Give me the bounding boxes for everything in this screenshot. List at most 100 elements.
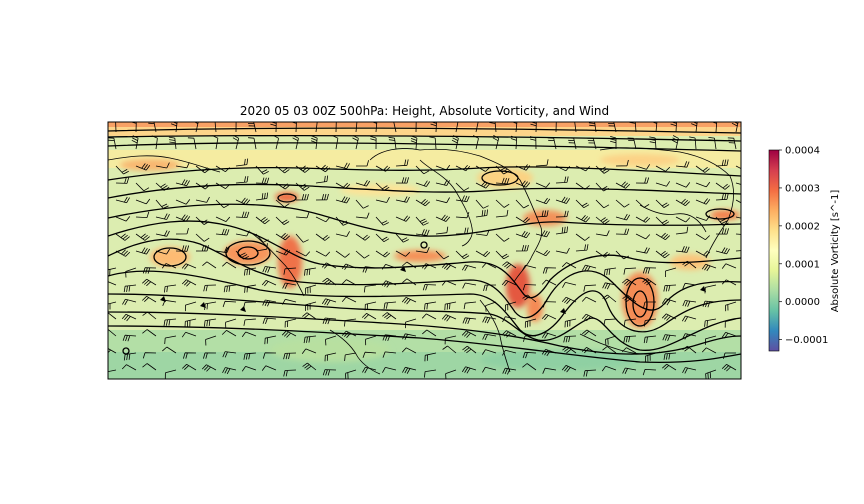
wind-barb — [501, 279, 517, 287]
wind-barb — [695, 250, 711, 257]
contour-marker — [160, 296, 166, 302]
wind-barb — [195, 233, 210, 242]
contour-marker — [240, 306, 246, 312]
wind-barb — [715, 228, 729, 235]
wind-barb — [481, 349, 497, 355]
wind-barb — [402, 366, 417, 374]
wind-barb — [315, 250, 331, 257]
colorbar-ticks: 0.0004 0.0003 0.0002 0.0001 0.0000 −0.0001 — [779, 146, 828, 346]
wind-barb — [682, 333, 697, 340]
wind-barb — [295, 182, 310, 191]
wind-barb — [555, 176, 569, 184]
wind-barb — [155, 230, 170, 237]
wind-barb — [395, 177, 409, 184]
wind-barb — [375, 165, 391, 172]
wind-barb — [108, 301, 117, 311]
wind-barb — [108, 369, 117, 373]
wind-barb — [415, 216, 429, 226]
wind-barb — [255, 165, 269, 175]
wind-barb — [292, 135, 299, 150]
wind-barb — [201, 364, 217, 372]
contour-marker — [560, 308, 566, 314]
wind-barb — [108, 348, 117, 354]
height-contour — [108, 325, 741, 364]
wind-barb — [275, 216, 290, 225]
map-area — [108, 122, 741, 379]
wind-barb — [284, 318, 297, 328]
wind-barb — [689, 136, 697, 150]
wind-barb — [603, 318, 617, 326]
wind-barb — [225, 318, 237, 329]
wind-barb — [235, 122, 237, 133]
coastline-europe — [599, 147, 734, 259]
height-contour — [108, 220, 741, 299]
wind-barb — [305, 301, 317, 311]
wind-barb — [475, 181, 491, 189]
wind-barb — [215, 228, 230, 236]
wind-barb — [535, 182, 551, 188]
wind-barb — [115, 165, 129, 175]
wind-barb — [295, 165, 310, 173]
wind-barb — [705, 369, 717, 379]
wind-barb — [388, 136, 397, 150]
wind-barb — [621, 347, 637, 354]
wind-barb — [575, 233, 590, 241]
coastline-north-america — [369, 148, 543, 283]
wind-barb — [115, 249, 131, 257]
wind-barb — [595, 199, 610, 209]
wind-barb — [273, 135, 279, 150]
wind-barb — [495, 199, 510, 208]
wind-barb — [123, 284, 137, 293]
wind-barb — [705, 335, 717, 345]
wind-barb — [315, 175, 329, 184]
wind-barb — [345, 369, 357, 379]
wind-barb — [214, 122, 217, 133]
wind-barb — [701, 347, 717, 354]
wind-barb — [195, 196, 210, 203]
wind-barb — [262, 317, 277, 325]
wind-barb — [222, 300, 237, 308]
wind-barb — [375, 182, 390, 191]
wind-barb — [695, 215, 711, 221]
wind-barb — [395, 159, 409, 167]
wind-barb — [108, 281, 117, 286]
wind-barb — [356, 160, 369, 167]
wind-barb — [142, 329, 157, 337]
wind-barb — [355, 212, 370, 219]
wind-barb — [415, 198, 430, 207]
wind-barb — [301, 348, 317, 354]
height-contour — [108, 270, 741, 337]
wind-barb — [588, 122, 597, 133]
wind-barb — [175, 227, 189, 235]
wind-barb — [375, 216, 389, 226]
wind-barb — [595, 165, 610, 174]
wind-barb — [601, 365, 617, 372]
wind-barb — [567, 137, 577, 150]
wind-barb — [555, 196, 571, 204]
wind-barb — [315, 122, 318, 133]
wind-barb — [682, 282, 697, 289]
wind-barb — [255, 243, 268, 252]
closed-low-contour — [225, 240, 271, 266]
contour-marker — [400, 266, 406, 272]
wind-barb — [355, 199, 369, 209]
wind-barb — [295, 212, 310, 219]
wind-barb — [541, 332, 557, 339]
wind-barb — [142, 352, 157, 359]
wind-barb — [375, 233, 390, 243]
wind-barb — [582, 329, 597, 337]
wind-barb — [721, 332, 737, 339]
wind-barb — [695, 198, 711, 205]
wind-barb — [175, 179, 190, 187]
wind-barb — [681, 315, 697, 323]
wind-barb — [424, 352, 437, 362]
wind-barb — [415, 247, 430, 254]
wind-barb — [622, 367, 637, 374]
wind-barb — [529, 136, 537, 150]
wind-barb — [675, 226, 689, 235]
wind-barb — [335, 162, 350, 170]
vorticity-field — [108, 122, 741, 379]
wind-barb — [670, 122, 677, 133]
wind-barb — [649, 136, 657, 150]
wind-barb — [181, 279, 197, 287]
